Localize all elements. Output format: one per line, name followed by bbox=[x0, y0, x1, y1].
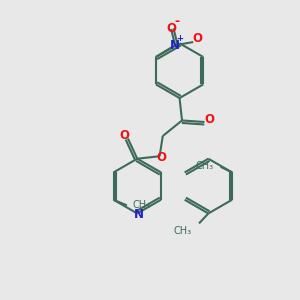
Text: CH₃: CH₃ bbox=[132, 200, 150, 210]
Text: O: O bbox=[119, 129, 129, 142]
Text: O: O bbox=[205, 113, 215, 126]
Text: N: N bbox=[134, 208, 144, 221]
Text: CH₃: CH₃ bbox=[174, 226, 192, 236]
Text: -: - bbox=[175, 15, 180, 28]
Text: O: O bbox=[166, 22, 176, 34]
Text: O: O bbox=[156, 151, 166, 164]
Text: +: + bbox=[177, 34, 184, 43]
Text: O: O bbox=[193, 32, 203, 45]
Text: CH₃: CH₃ bbox=[195, 161, 213, 171]
Text: N: N bbox=[170, 39, 180, 52]
